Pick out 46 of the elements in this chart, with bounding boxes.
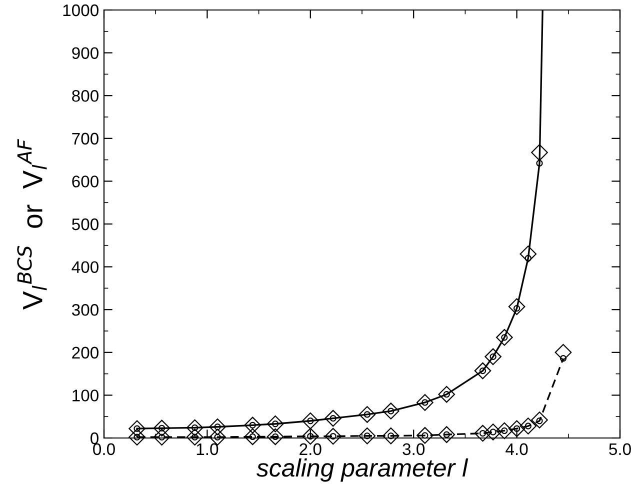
point [324,428,342,445]
point [128,428,146,446]
point [520,246,537,262]
point [524,254,532,262]
point [266,428,284,446]
point [560,355,567,362]
x-tick-label: 5.0 [609,443,631,456]
point [358,406,376,423]
point [244,428,262,446]
x-tick-label: 2.0 [300,443,322,456]
x-tick-label: 4.0 [506,443,528,456]
y-tick-label: 200 [72,346,98,359]
point [496,422,513,440]
point [153,420,170,437]
y-tick-label: 700 [72,132,98,145]
y-tick-label: 1000 [63,4,98,16]
x-tick-label: 1.0 [196,443,218,456]
point [382,402,400,420]
y-tick-label: 300 [72,304,98,316]
x-axis-title: scaling parameter l [256,458,468,482]
point [324,410,342,427]
point [266,415,284,432]
y-tick-label: 400 [72,261,98,274]
point [438,386,456,403]
y-axis-title: V$_{l}$$^{BCS}$ or V$_{l}$$^{AF}$ [17,138,47,310]
y-tick-label: 600 [72,176,98,188]
x-tick-label: 3.0 [402,443,425,456]
y-tick-label: 900 [72,47,98,60]
y-tick-label: 800 [72,90,98,102]
point [474,362,492,380]
point [508,420,526,437]
point [520,418,537,434]
point [531,144,548,161]
point [186,419,204,436]
point [128,420,146,437]
point [536,160,543,167]
point [554,344,572,361]
x-tick-label: 0.0 [93,443,115,456]
y-tick-label: 100 [72,390,98,402]
point [153,428,170,446]
y-tick-label: 500 [72,218,98,230]
y-tick-label: 0 [90,432,98,444]
point [438,426,456,443]
point [531,412,548,428]
point [508,298,526,316]
point [416,394,434,411]
